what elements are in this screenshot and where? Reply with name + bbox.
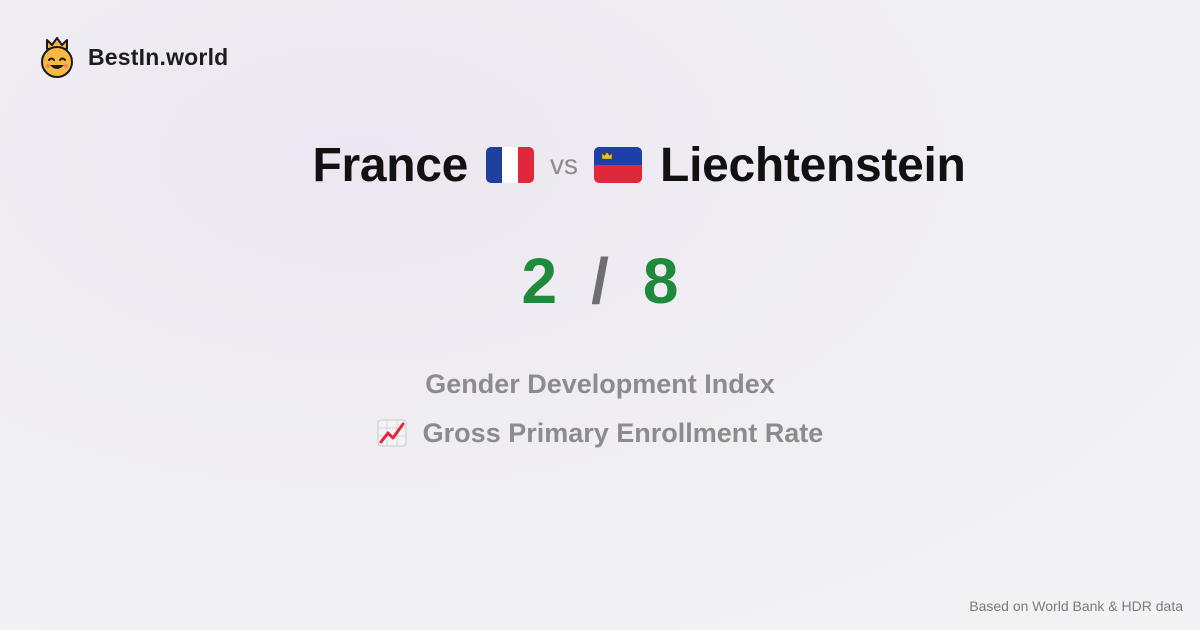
brand[interactable]: BestIn.world <box>38 36 228 78</box>
comparison-title: France vs Liechtenstein <box>0 134 1200 196</box>
crowned-smiley-icon <box>41 37 73 78</box>
score-separator: / <box>591 245 609 317</box>
data-source-note: Based on World Bank & HDR data <box>969 598 1183 614</box>
metric-label: Gross Primary Enrollment Rate <box>422 417 824 448</box>
brand-name: BestIn.world <box>88 43 229 70</box>
score-a: 2 <box>521 245 558 317</box>
score-display: 2 / 8 <box>0 245 1200 317</box>
metric-item: Gross Primary Enrollment Rate <box>0 413 1200 453</box>
metric-label: Gender Development Index <box>425 368 775 399</box>
vs-label: vs <box>550 149 579 180</box>
liechtenstein-flag-icon <box>594 147 643 183</box>
metric-item: Gender Development Index <box>0 364 1200 404</box>
country-a-name: France <box>312 138 469 192</box>
score-b: 8 <box>642 245 679 317</box>
metrics-list: Gender Development Index Gross Primary E… <box>0 364 1200 462</box>
france-flag-icon <box>486 147 535 183</box>
chart-increasing-icon <box>377 419 407 447</box>
country-b-name: Liechtenstein <box>660 138 966 192</box>
